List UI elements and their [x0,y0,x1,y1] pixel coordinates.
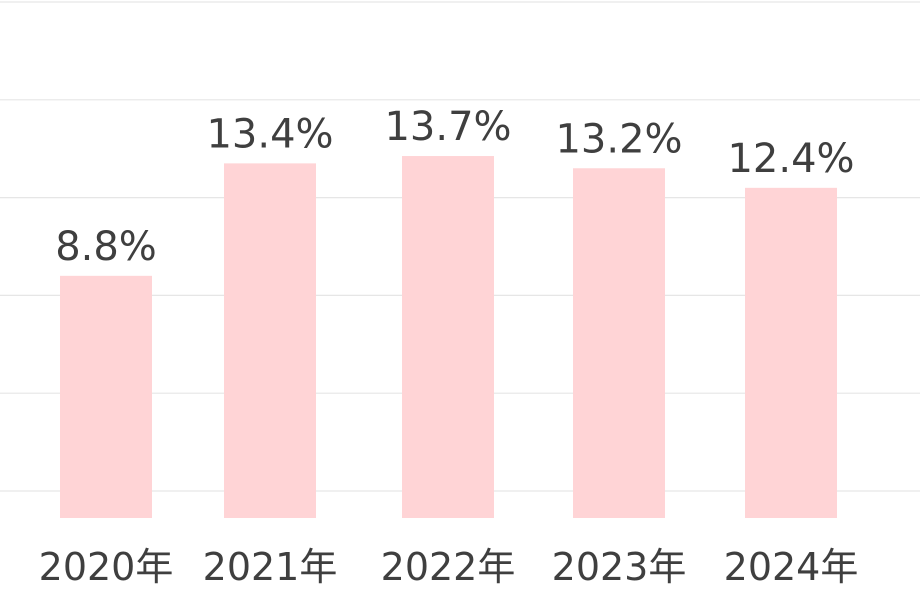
bars [60,156,837,518]
bar-2024年 [745,187,837,518]
data-label-2024年: 12.4% [727,136,854,182]
data-label-2023年: 13.2% [555,116,682,162]
x-tick-label-2024年: 2024年 [724,545,859,589]
bar-2021年 [224,163,316,518]
x-tick-label-2021年: 2021年 [203,545,338,589]
value-labels: 8.8% 13.4% 13.7% 13.2% 12.4% [55,104,854,270]
bar-2023年 [573,168,665,518]
bar-2022年 [402,156,494,518]
data-label-2020年: 8.8% [55,224,157,270]
x-tick-label-2020年: 2020年 [39,545,174,589]
bar-2020年 [60,275,152,518]
x-axis-tick-labels: 2020年 2021年 2022年 2023年 2024年 [39,545,859,589]
data-label-2021年: 13.4% [206,111,333,157]
data-label-2022年: 13.7% [384,104,511,150]
x-tick-label-2022年: 2022年 [381,545,516,589]
x-tick-label-2023年: 2023年 [552,545,687,589]
